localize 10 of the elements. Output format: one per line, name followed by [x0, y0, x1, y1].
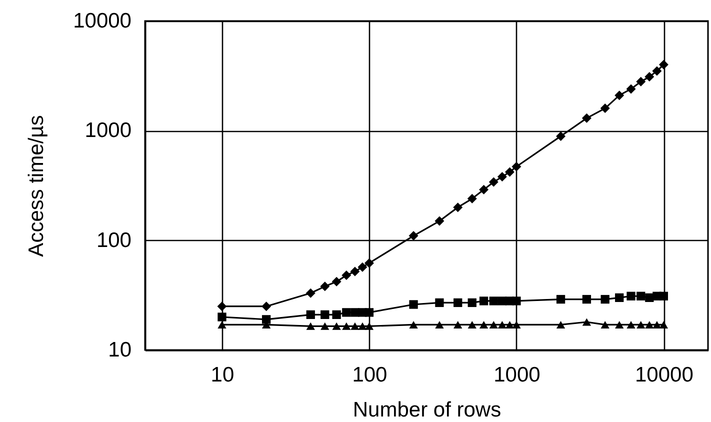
x-axis-title: Number of rows	[352, 398, 502, 422]
y-tick-label: 100	[96, 228, 132, 252]
y-axis-title: Access time/µs	[25, 115, 48, 257]
x-tick-label: 1000	[494, 364, 540, 386]
y-tick-label: 10000	[73, 10, 132, 32]
x-tick-label: 10000	[634, 364, 694, 386]
y-tick-label: 1000	[84, 119, 132, 142]
x-tick-label: 10	[210, 364, 234, 386]
x-tick-label: 100	[352, 364, 388, 386]
y-tick-label: 10	[108, 338, 132, 362]
